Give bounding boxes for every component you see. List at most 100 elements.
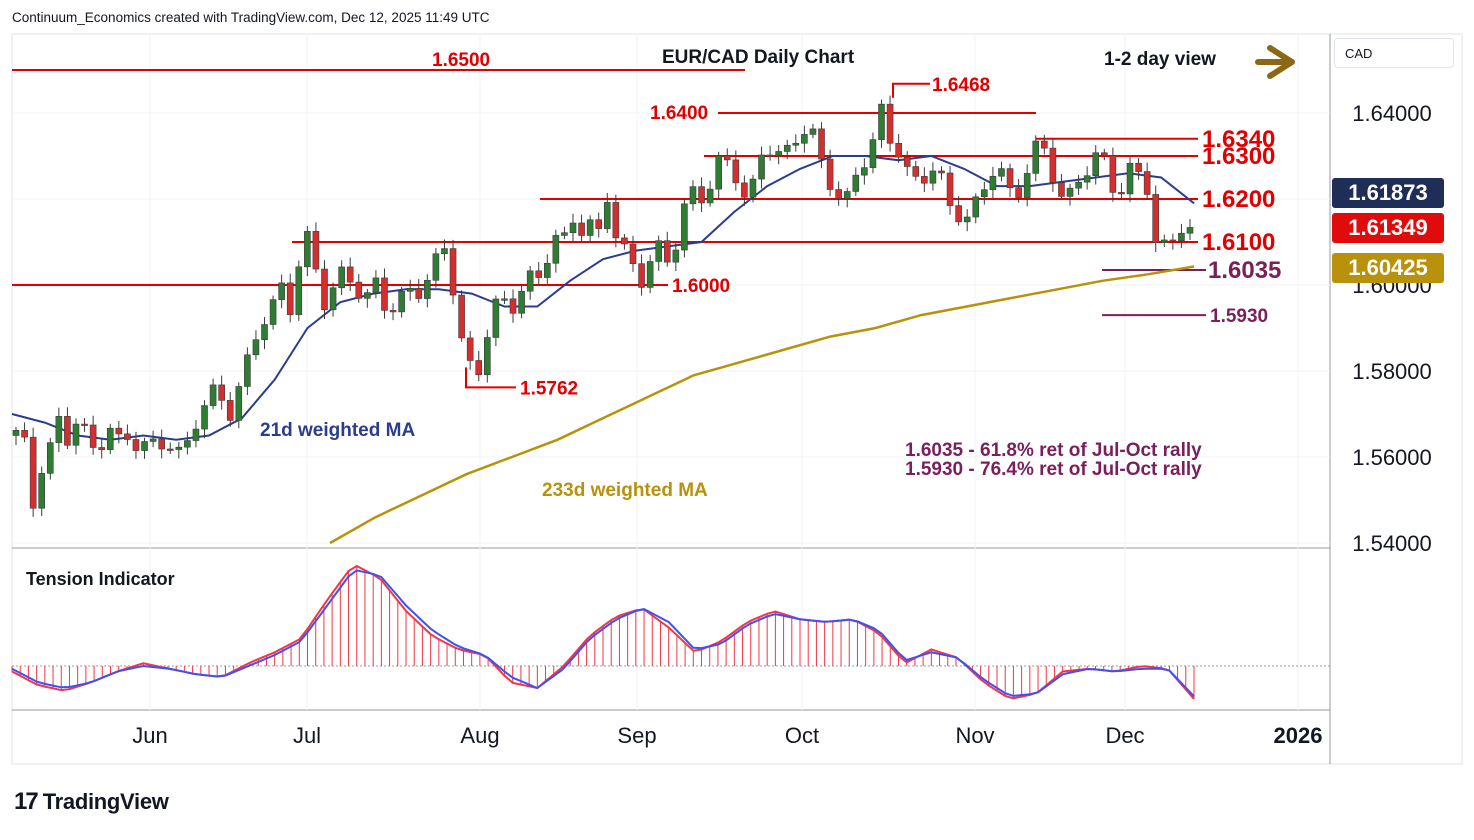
candle-body xyxy=(989,175,997,190)
y-tick-label: 1.54000 xyxy=(1352,531,1432,556)
candle-body xyxy=(1083,175,1091,183)
candle-body xyxy=(46,442,54,474)
candle-body xyxy=(201,405,208,430)
candle-body xyxy=(621,237,628,245)
candle-body xyxy=(29,436,37,509)
candle-body xyxy=(603,202,611,229)
candle-body xyxy=(1101,152,1108,157)
grid xyxy=(12,34,1330,710)
retracement-note-1: 1.6035 - 61.8% ret of Jul-Oct rally xyxy=(905,440,1202,461)
candle-body xyxy=(132,439,140,451)
candle-body xyxy=(124,433,131,440)
level-label: 1.6000 xyxy=(672,276,730,297)
candle-body xyxy=(98,447,105,450)
candle-body xyxy=(1109,155,1117,193)
candle-body xyxy=(843,191,851,199)
candle-body xyxy=(749,178,757,198)
candle-body xyxy=(381,277,388,311)
candle-body xyxy=(1126,162,1134,195)
price-tag-last: 1.61349 xyxy=(1332,213,1444,243)
candle-body xyxy=(278,282,285,300)
candle-body xyxy=(492,298,500,338)
candle-body xyxy=(543,262,551,278)
candle-body xyxy=(552,235,560,264)
price-tag-last-value: 1.61349 xyxy=(1348,215,1428,240)
candle-body xyxy=(1041,140,1048,149)
candle-body xyxy=(638,263,645,288)
candle-body xyxy=(475,360,483,376)
candle-body xyxy=(586,219,594,236)
level-label: 1.6300 xyxy=(1202,143,1275,170)
candle-body xyxy=(355,281,363,299)
candle-body xyxy=(1092,152,1100,177)
candle-body xyxy=(929,170,937,184)
candle-body xyxy=(852,174,860,192)
candle-body xyxy=(1049,147,1057,183)
level-label: 1.5930 xyxy=(1210,306,1268,327)
candle-body xyxy=(955,205,962,223)
candle-body xyxy=(106,427,114,450)
candle-body xyxy=(372,277,380,293)
candle-body xyxy=(672,249,680,263)
candle-body xyxy=(304,231,311,268)
candle-body xyxy=(518,290,525,314)
level-marker xyxy=(465,367,516,389)
attribution-text: Continuum_Economics created with Trading… xyxy=(12,10,490,25)
price-tag-ma233-value: 1.60425 xyxy=(1348,255,1428,280)
support-resistance-levels: 1.65001.64001.63401.63001.62001.61001.60… xyxy=(12,50,1281,399)
candle-body xyxy=(1032,140,1040,174)
candle-body xyxy=(158,438,165,450)
candle-body xyxy=(192,428,200,441)
x-tick-label: Sep xyxy=(617,723,656,748)
candle-body xyxy=(972,196,980,218)
candle-body xyxy=(64,416,71,446)
tradingview-logo[interactable]: 17 TradingView xyxy=(14,788,169,816)
level-label: 1.6035 xyxy=(1208,257,1281,284)
candle-body xyxy=(998,168,1005,177)
candle-body xyxy=(681,203,688,251)
x-tick-label: Aug xyxy=(460,723,499,748)
candle-body xyxy=(706,188,714,204)
candle-body xyxy=(329,287,337,311)
candle-body xyxy=(261,324,268,340)
level-marker xyxy=(892,82,930,98)
candle-body xyxy=(244,354,251,387)
candle-body xyxy=(1186,227,1194,234)
candle-body xyxy=(226,400,234,421)
candle-body xyxy=(509,298,517,314)
level-label: 1.6100 xyxy=(1202,229,1275,256)
candle-body xyxy=(441,248,448,255)
candle-body xyxy=(218,384,225,401)
candle-body xyxy=(12,430,20,436)
candle-body xyxy=(663,240,671,263)
candle-body xyxy=(312,231,320,270)
candle-body xyxy=(364,292,371,299)
view-label: 1-2 day view xyxy=(1104,49,1216,70)
candle-body xyxy=(458,294,465,339)
candle-body xyxy=(1023,173,1031,198)
candle-body xyxy=(449,248,457,296)
ma233-label: 233d weighted MA xyxy=(542,480,708,501)
candle-body xyxy=(1015,187,1022,198)
candle-body xyxy=(981,189,988,198)
axes: 1.640001.620001.600001.580001.560001.540… xyxy=(132,101,1432,748)
candle-body xyxy=(792,142,800,146)
ma21-line xyxy=(11,154,1195,441)
candle-body xyxy=(338,266,345,289)
candle-body xyxy=(946,172,954,206)
currency-selector[interactable]: CAD xyxy=(1334,38,1454,68)
candle-body xyxy=(723,155,731,161)
candle-body xyxy=(1075,181,1082,189)
candle-body xyxy=(501,298,508,301)
candle-body xyxy=(466,337,474,361)
candle-body xyxy=(569,222,577,234)
candle-body xyxy=(295,266,303,315)
tension-indicator-pane: Tension Indicator xyxy=(11,564,1330,700)
right-arrow-icon xyxy=(1255,45,1295,79)
candle-body xyxy=(783,144,791,152)
ma233-line xyxy=(329,265,1195,545)
candle-body xyxy=(758,154,765,180)
candle-body xyxy=(715,155,722,190)
candle-body xyxy=(1058,182,1065,197)
